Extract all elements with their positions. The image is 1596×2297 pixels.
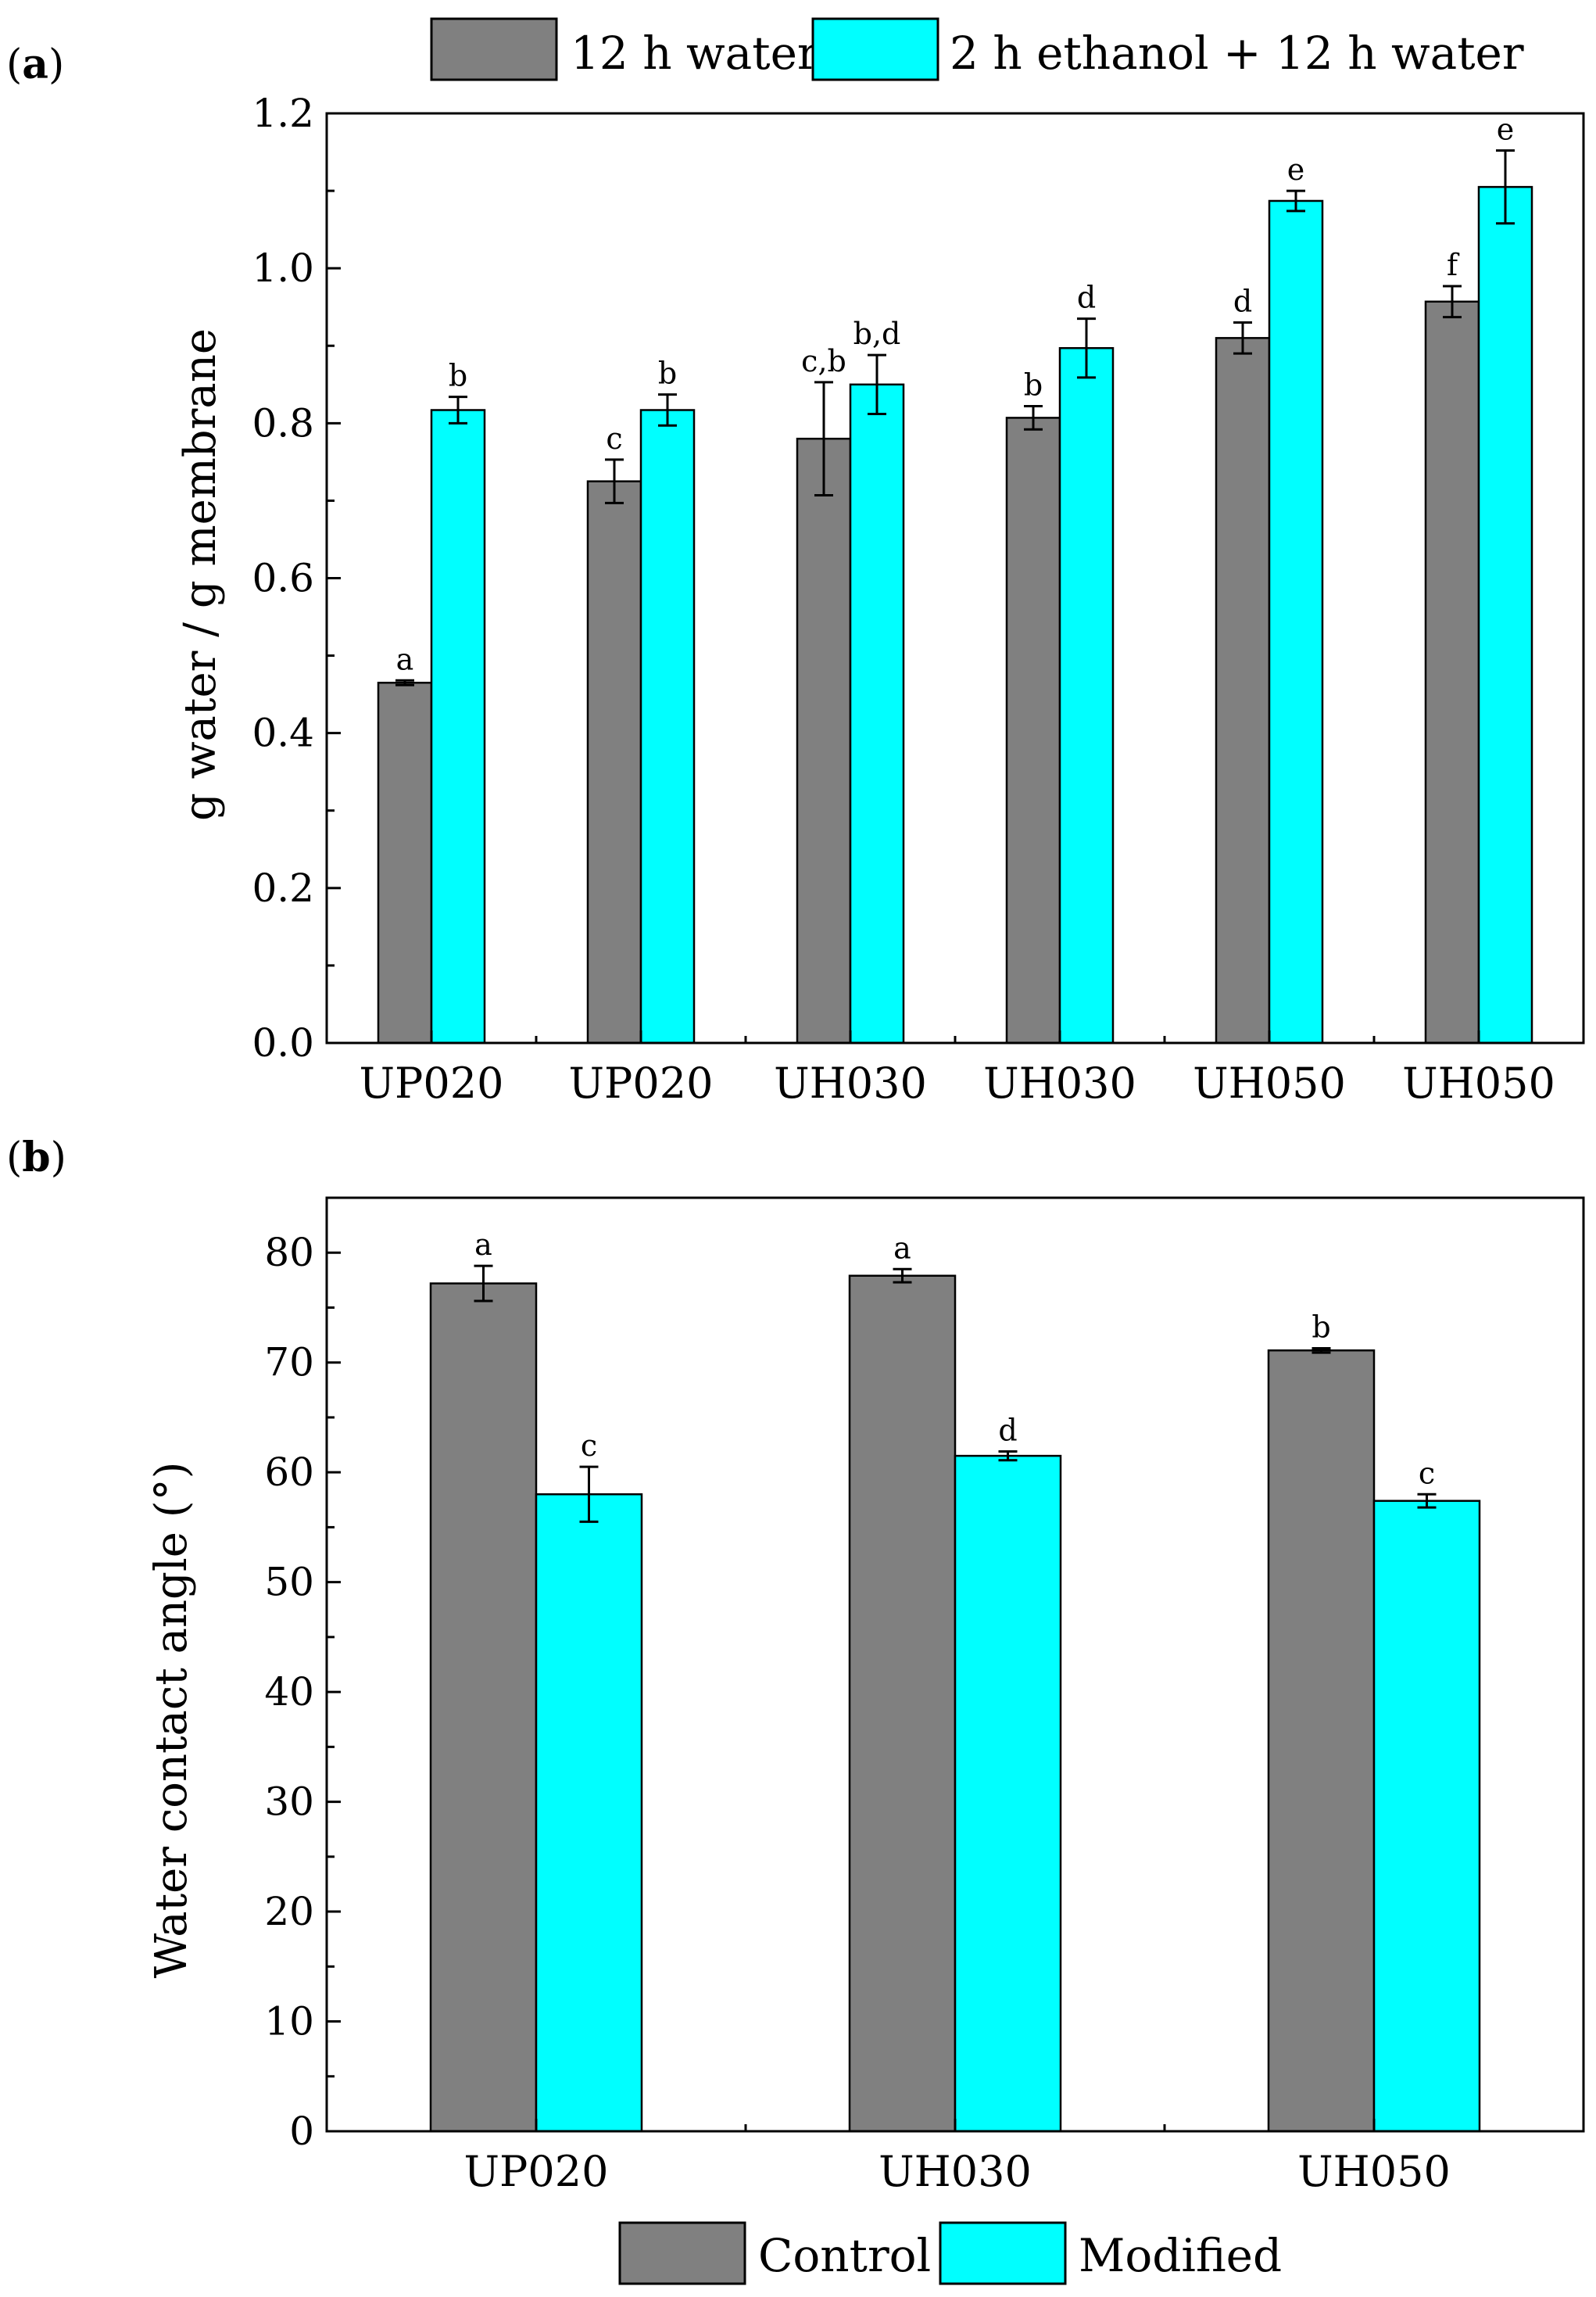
legend-swatch-b-0 [618, 2221, 746, 2285]
y-tick-label-a-6: 1.2 [252, 91, 314, 136]
bar-a-0-3 [1005, 417, 1061, 1045]
x-tick-label-a-2: UH030 [774, 1059, 927, 1108]
y-tick-label-b-6: 60 [264, 1450, 314, 1495]
sig-letter-a-0-3: b [1024, 368, 1043, 403]
legend-swatch-a-0 [430, 17, 558, 81]
x-ticks-b: UP020 UH030 UH050 [464, 2119, 1451, 2196]
bar-a-0-0 [377, 682, 433, 1045]
y-tick-label-a-4: 0.8 [252, 400, 314, 446]
panel-label-b: (b) [6, 1134, 66, 1181]
x-tick-label-b-1: UH030 [879, 2147, 1032, 2196]
x-tick-label-b-2: UH050 [1297, 2147, 1451, 2196]
y-tick-label-a-1: 0.2 [252, 865, 314, 911]
sig-letter-a-0-0: a [396, 642, 414, 676]
x-tick-label-b-0: UP020 [464, 2147, 609, 2196]
x-tick-label-a-1: UP020 [569, 1059, 714, 1108]
legend-label-b-0: Control [758, 2229, 931, 2282]
bar-a-1-2 [849, 383, 905, 1045]
bars-a: a b c b c,bb,d b d d e f e [377, 113, 1533, 1045]
bar-a-1-0 [430, 409, 486, 1045]
bar-a-1-1 [639, 409, 696, 1045]
bar-a-0-5 [1424, 300, 1480, 1045]
legend-label-a-1: 2 h ethanol + 12 h water [950, 27, 1524, 80]
sig-letter-b-1-2: c [1419, 1456, 1435, 1490]
legend-label-b-1: Modified [1079, 2229, 1282, 2282]
panel-letter-a: a [22, 41, 48, 88]
bar-b-0-1 [848, 1274, 957, 2133]
x-ticks-a: UP020 UP020 UH030 UH030 UH050 UH050 [360, 1030, 1555, 1108]
legend-swatch-b-1 [939, 2221, 1067, 2285]
panel-letter-b: b [22, 1134, 50, 1181]
x-tick-label-a-5: UH050 [1402, 1059, 1555, 1108]
sig-letter-b-0-1: a [893, 1231, 911, 1265]
y-tick-label-b-4: 40 [264, 1669, 314, 1715]
bar-a-1-5 [1477, 185, 1533, 1045]
sig-letter-a-0-2: c,b [801, 344, 846, 378]
sig-letter-a-1-1: b [658, 357, 677, 391]
sig-letter-a-1-5: e [1497, 113, 1515, 147]
y-tick-label-b-2: 20 [264, 1889, 314, 1934]
bar-a-0-4 [1215, 337, 1271, 1045]
y-axis-title-a: g water / g membrane [175, 328, 226, 821]
sig-letter-b-0-2: b [1312, 1310, 1330, 1344]
y-tick-label-b-8: 80 [264, 1230, 314, 1275]
bar-a-0-2 [796, 437, 852, 1045]
legend-label-a-0: 12 h water [571, 27, 819, 80]
x-tick-label-a-3: UH030 [983, 1059, 1136, 1108]
bar-b-1-2 [1372, 1500, 1481, 2133]
x-tick-label-a-0: UP020 [360, 1059, 504, 1108]
bars-b: a c a d b c [429, 1227, 1481, 2133]
bar-a-0-1 [586, 480, 642, 1045]
sig-letter-a-1-3: d [1077, 281, 1096, 315]
bar-b-0-0 [429, 1282, 538, 2133]
y-tick-label-b-7: 70 [264, 1340, 314, 1385]
y-ticks-b: 0 10 20 30 40 50 60 70 80 [264, 1230, 341, 2154]
y-axis-title-b: Water contact angle (°) [146, 1462, 197, 1979]
bar-a-1-3 [1058, 346, 1115, 1045]
y-tick-label-b-5: 50 [264, 1560, 314, 1605]
sig-letter-b-1-0: c [581, 1428, 597, 1463]
sig-letter-b-1-1: d [998, 1413, 1017, 1447]
chart-b: (b) Water contact angle (°) 0 10 20 30 40 50 6… [6, 1134, 1585, 2285]
y-tick-label-a-2: 0.4 [252, 711, 314, 756]
sig-letter-a-1-4: e [1287, 152, 1305, 187]
bar-b-0-2 [1267, 1349, 1376, 2133]
sig-letter-a-0-4: d [1233, 285, 1252, 319]
legend-swatch-a-1 [811, 17, 939, 81]
bar-b-1-1 [954, 1454, 1062, 2133]
panel-label-a: (a) [6, 41, 64, 88]
y-tick-label-a-0: 0.0 [252, 1020, 314, 1066]
y-ticks-a: 0.0 0.2 0.4 0.6 0.8 1.0 1.2 [252, 91, 341, 1066]
y-tick-label-a-3: 0.6 [252, 556, 314, 601]
sig-letter-a-0-5: f [1447, 248, 1460, 282]
chart-a: (a) 12 h water 2 h ethanol + 12 h water … [6, 17, 1585, 1108]
sig-letter-b-0-0: a [474, 1227, 492, 1262]
sig-letter-a-1-2: b,d [853, 317, 901, 351]
plot-frame-b [325, 1196, 1585, 2133]
bar-b-1-0 [535, 1493, 643, 2133]
y-tick-label-a-5: 1.0 [252, 245, 314, 291]
y-tick-label-b-3: 30 [264, 1779, 314, 1825]
x-tick-label-a-4: UH050 [1193, 1059, 1346, 1108]
sig-letter-a-1-0: b [449, 359, 467, 393]
sig-letter-a-0-1: c [606, 421, 622, 456]
y-tick-label-b-1: 10 [264, 1999, 314, 2044]
bar-a-1-4 [1268, 199, 1324, 1045]
y-tick-label-b-0: 0 [289, 2109, 314, 2154]
plot-frame-a [325, 112, 1585, 1045]
